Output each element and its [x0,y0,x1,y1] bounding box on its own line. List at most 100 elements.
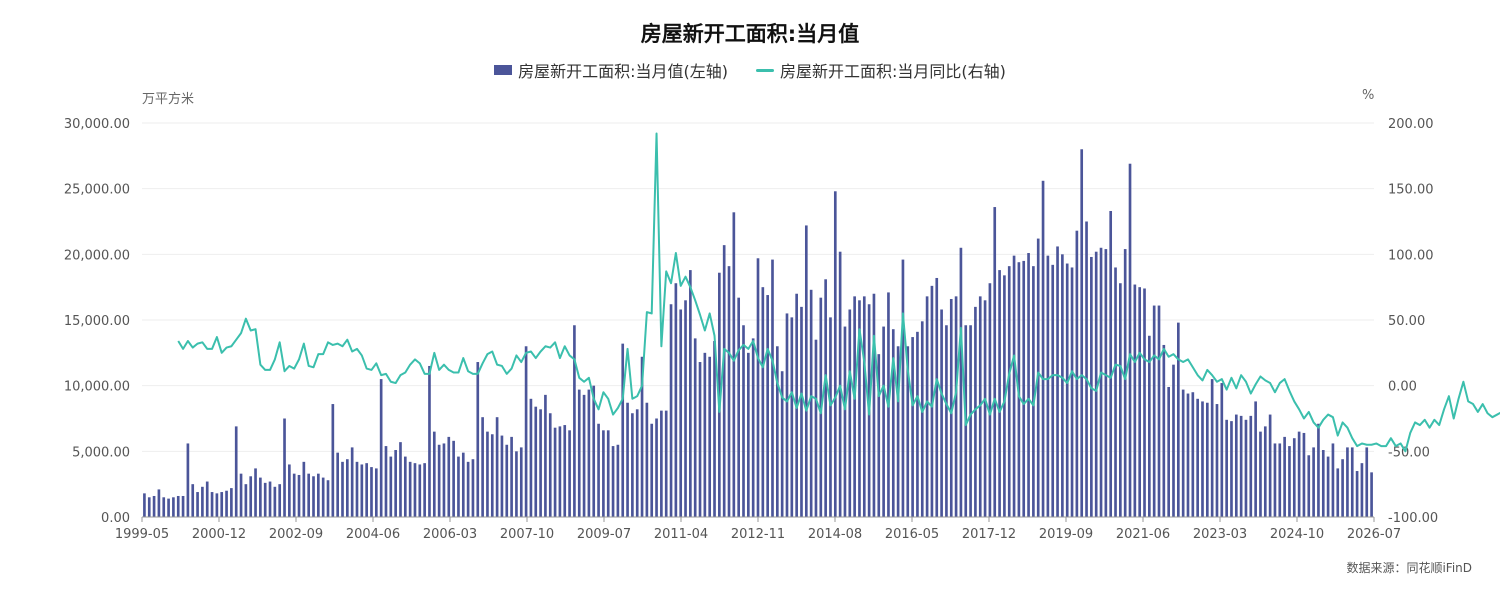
bar [1239,415,1243,517]
bar [1292,438,1296,517]
bar [862,296,866,517]
bar [360,464,364,517]
bar [1317,423,1320,517]
bar [766,295,769,517]
bar [1355,471,1359,517]
bar [254,468,257,517]
bar [785,313,789,517]
legend-item-bar[interactable]: 房屋新开工面积:当月值(左轴) [494,58,728,82]
bar [346,459,349,517]
bar [1360,463,1364,517]
bar [1331,443,1335,517]
bar [1249,415,1253,517]
bar [920,321,924,517]
bar [1152,305,1156,517]
bar [268,481,272,517]
left-y-tick-label: 10,000.00 [64,380,130,395]
bar [1157,305,1161,517]
bar [1201,401,1204,517]
bar [317,473,320,517]
bar [1288,446,1291,517]
bar [945,325,948,517]
x-tick-label: 2023-03 [1193,527,1247,542]
bar [370,467,373,517]
bar [737,297,741,517]
bar [809,289,813,517]
x-tick-label: 2004-06 [346,527,400,542]
bar [176,495,180,517]
bar [495,417,499,517]
legend-label-bar: 房屋新开工面积:当月值(左轴) [518,62,728,81]
bar [843,326,847,517]
bar [577,389,581,517]
bar [548,413,552,517]
bar [959,247,963,517]
bar [1094,251,1098,517]
bar [993,207,997,517]
bar [664,410,668,517]
right-y-tick-label: 50.00 [1388,314,1425,329]
bar [244,484,248,517]
x-tick-label: 2000-12 [192,527,246,542]
bar [1143,288,1146,517]
bar [800,306,803,517]
bar [394,450,397,517]
bar [544,394,547,517]
bar [713,341,716,517]
bar [389,456,393,517]
bar [727,266,731,517]
bar [911,337,914,517]
legend-label-line: 房屋新开工面积:当月同比(右轴) [780,62,1006,81]
bar [988,283,992,517]
bar [940,309,943,517]
bar [466,461,470,517]
bar [510,436,513,517]
bar [307,473,311,517]
bar [437,444,441,517]
bar [452,440,455,517]
bar [703,352,707,517]
bar [1167,386,1170,517]
bar [423,463,426,517]
bar [1070,267,1074,517]
bar [413,463,417,517]
left-y-tick-label: 15,000.00 [64,314,130,329]
bar [1230,421,1233,517]
bar [1336,468,1340,517]
bar [1046,255,1050,517]
left-y-tick-label: 25,000.00 [64,183,130,198]
bar [1278,443,1282,517]
bar [626,402,629,517]
bar [152,495,156,517]
bar [804,225,808,517]
bar [747,352,750,517]
bar [1128,163,1132,518]
legend-swatch-line [756,68,774,72]
bar [916,331,919,517]
bar [582,394,586,517]
bar [790,317,794,517]
bar [645,402,649,517]
bar [978,296,982,517]
left-y-tick-label: 5,000.00 [72,445,130,460]
bar [882,326,885,517]
bar [732,212,736,517]
bar [515,451,518,517]
x-tick-label: 1999-05 [115,527,169,542]
bar [708,356,712,517]
bar [442,443,446,517]
bar [1133,284,1137,517]
bar [814,339,818,517]
left-axis-unit: 万平方米 [142,92,195,107]
bar [447,436,451,517]
bar [949,298,953,517]
bar [292,473,296,517]
bar [775,346,779,517]
bar [1041,180,1045,517]
bar [239,473,243,517]
legend-item-line[interactable]: 房屋新开工面积:当月同比(右轴) [756,58,1006,82]
bar [331,404,335,517]
bar [597,423,600,517]
x-tick-label: 2021-06 [1116,527,1170,542]
